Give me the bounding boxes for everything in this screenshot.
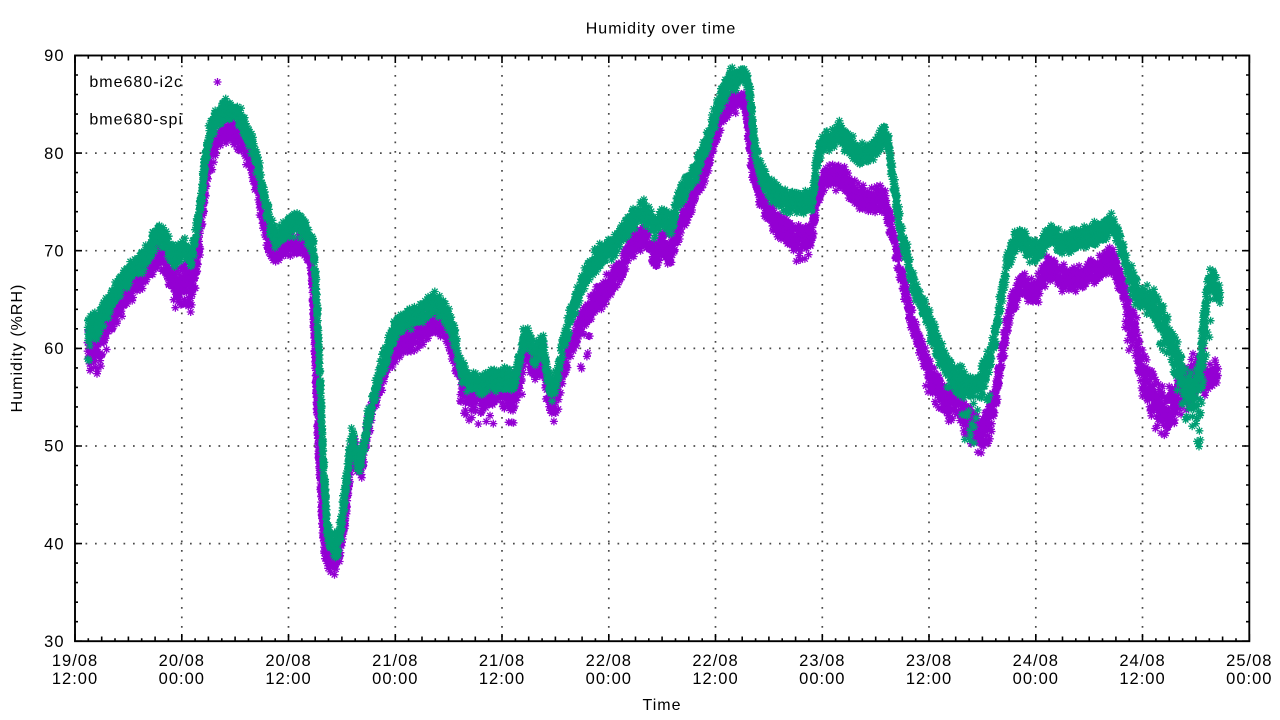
svg-text:00:00: 00:00 xyxy=(1226,670,1272,688)
svg-text:20/08: 20/08 xyxy=(265,652,311,670)
svg-text:21/08: 21/08 xyxy=(372,652,418,670)
svg-text:50: 50 xyxy=(44,438,64,456)
svg-text:Time: Time xyxy=(643,697,682,714)
svg-text:80: 80 xyxy=(44,145,64,163)
svg-text:22/08: 22/08 xyxy=(692,652,738,670)
svg-text:12:00: 12:00 xyxy=(692,670,738,688)
svg-text:21/08: 21/08 xyxy=(479,652,525,670)
svg-text:00:00: 00:00 xyxy=(1013,670,1059,688)
svg-text:23/08: 23/08 xyxy=(799,652,845,670)
svg-text:19/08: 19/08 xyxy=(52,652,98,670)
svg-text:12:00: 12:00 xyxy=(265,670,311,688)
svg-text:24/08: 24/08 xyxy=(1013,652,1059,670)
svg-text:00:00: 00:00 xyxy=(372,670,418,688)
svg-text:12:00: 12:00 xyxy=(1119,670,1165,688)
svg-text:22/08: 22/08 xyxy=(586,652,632,670)
svg-text:40: 40 xyxy=(44,535,64,553)
svg-text:90: 90 xyxy=(44,47,64,65)
svg-text:12:00: 12:00 xyxy=(479,670,525,688)
svg-text:12:00: 12:00 xyxy=(52,670,98,688)
svg-text:Humidity over time: Humidity over time xyxy=(586,21,736,38)
svg-text:24/08: 24/08 xyxy=(1119,652,1165,670)
svg-text:12:00: 12:00 xyxy=(906,670,952,688)
svg-text:00:00: 00:00 xyxy=(586,670,632,688)
svg-text:20/08: 20/08 xyxy=(159,652,205,670)
svg-text:60: 60 xyxy=(44,340,64,358)
svg-text:Humidity (%RH): Humidity (%RH) xyxy=(9,284,26,413)
svg-text:30: 30 xyxy=(44,633,64,651)
svg-text:25/08: 25/08 xyxy=(1226,652,1272,670)
svg-text:bme680-i2c: bme680-i2c xyxy=(89,74,183,91)
svg-text:70: 70 xyxy=(44,242,64,260)
svg-text:bme680-spi: bme680-spi xyxy=(89,112,183,129)
svg-text:23/08: 23/08 xyxy=(906,652,952,670)
svg-text:00:00: 00:00 xyxy=(799,670,845,688)
svg-text:00:00: 00:00 xyxy=(159,670,205,688)
